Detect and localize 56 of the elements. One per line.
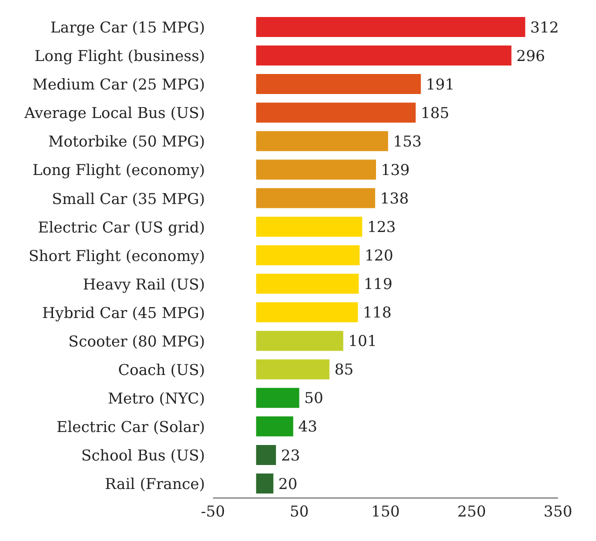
y-tick-label: Hybrid Car (45 MPG) (42, 304, 205, 322)
y-tick-label: Long Flight (economy) (32, 161, 205, 180)
y-tick-label: Medium Car (25 MPG) (32, 76, 205, 94)
data-label: 85 (334, 360, 354, 379)
bar (256, 416, 294, 436)
data-label: 312 (530, 18, 559, 36)
y-tick-label: Long Flight (business) (34, 47, 205, 66)
y-tick-label: Electric Car (US grid) (38, 218, 205, 236)
bar (256, 245, 360, 266)
bar (256, 102, 416, 123)
x-tick-label: 350 (544, 502, 572, 521)
y-tick-label: Scooter (80 MPG) (68, 332, 205, 350)
y-tick-label: Small Car (35 MPG) (52, 190, 205, 208)
data-label: 23 (280, 446, 300, 464)
bar (256, 359, 330, 380)
y-tick-label: Rail (France) (104, 475, 205, 494)
bar (256, 216, 362, 237)
bar (256, 74, 421, 94)
data-label: 119 (364, 275, 392, 294)
data-label: 139 (381, 160, 410, 179)
data-label: 20 (278, 474, 298, 493)
data-label: 153 (393, 132, 422, 150)
y-tick-label: Motorbike (50 MPG) (48, 132, 205, 151)
y-tick-label: Large Car (15 MPG) (50, 18, 205, 37)
bar (256, 330, 344, 351)
data-label: 50 (304, 389, 324, 408)
y-tick-label: Metro (NYC) (108, 389, 205, 408)
bar (256, 473, 274, 494)
y-tick-label: Coach (US) (118, 360, 205, 379)
x-tick-label: 50 (290, 502, 309, 521)
y-tick-label: School Bus (US) (81, 446, 205, 465)
bar (256, 444, 276, 465)
x-tick-label: 150 (371, 502, 400, 521)
bar (256, 188, 376, 208)
data-label: 185 (420, 104, 450, 122)
data-label: 118 (362, 304, 392, 322)
data-label: 120 (364, 246, 394, 265)
bar (256, 46, 512, 66)
bar (256, 131, 388, 152)
data-label: 43 (298, 418, 318, 436)
bar (256, 17, 526, 37)
y-tick-label: Electric Car (Solar) (56, 418, 205, 436)
bar (256, 160, 376, 180)
data-label: 138 (380, 190, 409, 208)
y-tick-label: Short Flight (economy) (28, 246, 205, 265)
y-tick-label: Heavy Rail (US) (82, 275, 205, 294)
y-tick-label: Average Local Bus (US) (23, 104, 205, 122)
x-tick-label: 250 (457, 502, 486, 521)
bar (256, 274, 359, 294)
data-label: 101 (348, 332, 377, 350)
data-label: 296 (516, 46, 546, 65)
bar (256, 302, 358, 322)
bar (256, 388, 300, 408)
data-label: 123 (367, 218, 396, 236)
data-label: 191 (426, 75, 455, 94)
x-tick-label: -50 (200, 502, 226, 521)
